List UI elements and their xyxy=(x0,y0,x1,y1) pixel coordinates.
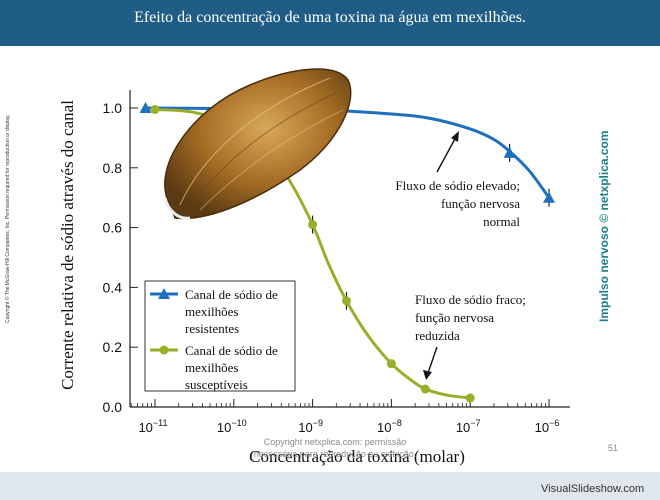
annotation-reduced-line: reduzida xyxy=(415,328,460,343)
y-tick-label: 0.4 xyxy=(103,279,123,295)
chart-axes: 0.0 0.2 0.4 0.6 0.8 1.0 10−11 10−10 10−9 10−8 10−7… xyxy=(58,90,570,466)
x-tick-label: 10−10 xyxy=(217,418,247,435)
x-tick-label: 10−11 xyxy=(138,418,167,435)
annotation-normal-arrow xyxy=(436,136,457,173)
y-tick-label: 1.0 xyxy=(103,100,123,116)
annotation-normal-line: Fluxo de sódio elevado; xyxy=(395,178,520,193)
data-point xyxy=(139,102,152,113)
chart-legend: Canal de sódio de mexilhões resistentes Can… xyxy=(144,280,296,392)
data-point xyxy=(341,296,351,306)
data-point xyxy=(150,104,160,114)
x-tick-label: 10−9 xyxy=(298,418,323,435)
footer-bar xyxy=(0,472,660,500)
annotation-normal-line: normal xyxy=(483,214,520,229)
chart-annotations: Fluxo de sódio elevado; função nervosa nor… xyxy=(395,131,526,380)
legend-label: susceptíveis xyxy=(185,377,248,392)
watermark-text: VisualSlideshow.com xyxy=(541,483,645,495)
x-tick-label: 10−8 xyxy=(377,418,402,435)
legend-swatch-marker xyxy=(159,345,169,355)
legend-label: Canal de sódio de xyxy=(185,343,278,358)
page-number: 51 xyxy=(608,443,619,453)
data-point xyxy=(420,384,430,394)
annotation-normal-arrowhead xyxy=(451,131,459,142)
y-tick-label: 0.8 xyxy=(103,160,123,176)
slide-title: Efeito da concentração de uma toxina na … xyxy=(134,9,526,26)
data-point xyxy=(465,393,475,403)
legend-swatch-marker xyxy=(158,288,170,299)
y-tick-label: 0.0 xyxy=(103,399,123,415)
y-tick-label: 0.6 xyxy=(103,220,123,236)
annotation-reduced-line: função nervosa xyxy=(415,310,494,325)
legend-label: mexilhões xyxy=(185,304,238,319)
legend-label: Canal de sódio de xyxy=(185,287,278,302)
x-axis-label: Concentração da toxina (molar) xyxy=(249,447,465,466)
mussel-shell-icon xyxy=(163,68,352,220)
annotation-reduced-arrowhead xyxy=(423,370,432,380)
annotation-reduced-line: Fluxo de sódio fraco; xyxy=(415,292,526,307)
footer-copyright-line2: necessária para reprodução ou exibição. xyxy=(253,449,417,459)
annotation-normal-line: função nervosa xyxy=(441,196,520,211)
data-point xyxy=(543,191,555,203)
annotation-reduced-arrow xyxy=(427,346,438,374)
legend-label: mexilhões xyxy=(185,360,238,375)
footer-copyright: Copyright netxplica.com: permissão neces… xyxy=(235,436,435,460)
legend-box xyxy=(144,280,296,392)
slide-header: Efeito da concentração de uma toxina na … xyxy=(0,0,660,46)
data-point xyxy=(308,220,318,230)
y-axis-label: Corrente relativa de sódio através do ca… xyxy=(58,100,77,390)
legend-label: resistentes xyxy=(185,321,239,336)
data-point xyxy=(386,359,396,369)
data-point xyxy=(503,146,516,158)
y-tick-label: 0.2 xyxy=(103,339,123,355)
footer-copyright-line1: Copyright netxplica.com: permissão xyxy=(263,437,407,447)
x-tick-label: 10−7 xyxy=(456,418,481,435)
x-tick-label: 10−6 xyxy=(535,418,560,435)
